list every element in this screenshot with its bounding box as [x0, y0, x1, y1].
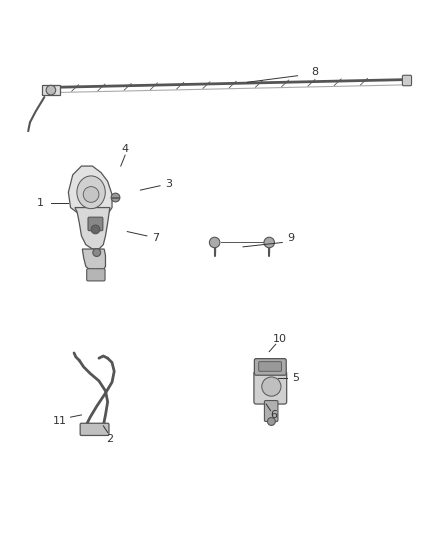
Text: 11: 11 — [53, 416, 67, 426]
Ellipse shape — [77, 176, 105, 208]
Polygon shape — [75, 207, 110, 249]
Circle shape — [93, 248, 101, 256]
Circle shape — [264, 237, 275, 248]
Text: 2: 2 — [106, 434, 113, 444]
FancyBboxPatch shape — [88, 217, 103, 231]
Circle shape — [111, 193, 120, 202]
FancyBboxPatch shape — [254, 372, 287, 404]
Circle shape — [91, 225, 100, 234]
FancyBboxPatch shape — [42, 85, 60, 95]
Text: 10: 10 — [273, 334, 287, 344]
FancyBboxPatch shape — [87, 269, 105, 281]
Text: 6: 6 — [270, 410, 277, 420]
Text: 3: 3 — [165, 179, 172, 189]
FancyBboxPatch shape — [80, 423, 109, 435]
FancyBboxPatch shape — [265, 400, 278, 422]
Circle shape — [262, 377, 281, 396]
FancyBboxPatch shape — [259, 362, 282, 372]
Text: 1: 1 — [36, 198, 43, 208]
Text: 7: 7 — [152, 233, 159, 243]
Polygon shape — [68, 166, 112, 219]
Circle shape — [209, 237, 220, 248]
FancyBboxPatch shape — [403, 75, 412, 86]
Polygon shape — [82, 249, 106, 270]
Text: 5: 5 — [292, 373, 299, 383]
Circle shape — [268, 417, 276, 425]
Circle shape — [83, 187, 99, 203]
FancyBboxPatch shape — [254, 359, 286, 375]
Text: 4: 4 — [122, 143, 129, 154]
Text: 8: 8 — [311, 67, 318, 77]
Circle shape — [46, 85, 56, 95]
Text: 9: 9 — [287, 233, 295, 243]
